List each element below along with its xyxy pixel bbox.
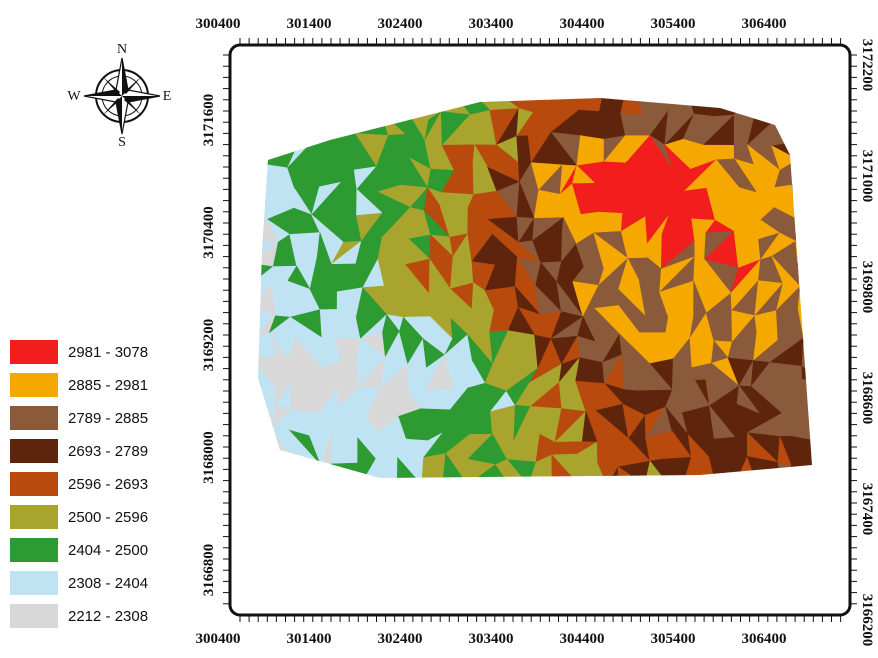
legend-label: 2981 - 3078 bbox=[68, 344, 148, 361]
compass-south: S bbox=[118, 135, 126, 150]
map-figure: N S W E 300400 300400 301400 301400 302400 30… bbox=[0, 0, 878, 658]
legend-label: 2500 - 2596 bbox=[68, 509, 148, 526]
x-tick-label-bottom: 305400 bbox=[651, 631, 696, 647]
legend-label: 2885 - 2981 bbox=[68, 377, 148, 394]
compass-east: E bbox=[163, 89, 172, 104]
y-tick-label-right: 3167400 bbox=[859, 483, 875, 536]
legend-swatch bbox=[10, 472, 58, 496]
legend-swatch bbox=[10, 571, 58, 595]
legend-swatch bbox=[10, 340, 58, 364]
legend-label: 2789 - 2885 bbox=[68, 410, 148, 427]
legend-swatch bbox=[10, 604, 58, 628]
compass-north: N bbox=[117, 42, 127, 57]
x-tick-label-top: 300400 bbox=[196, 16, 241, 32]
compass-west: W bbox=[67, 89, 81, 104]
page: {"map": { "x_ticks": [300400, 301400, 30… bbox=[0, 0, 878, 658]
y-tick-label-right: 3171000 bbox=[859, 150, 875, 203]
x-tick-label-bottom: 303400 bbox=[469, 631, 514, 647]
x-tick-label-top: 304400 bbox=[560, 16, 605, 32]
compass-rose bbox=[84, 58, 160, 134]
legend-swatch bbox=[10, 373, 58, 397]
legend-label: 2404 - 2500 bbox=[68, 542, 148, 559]
legend-swatch bbox=[10, 538, 58, 562]
x-tick-label-top: 303400 bbox=[469, 16, 514, 32]
x-tick-label-top: 305400 bbox=[651, 16, 696, 32]
y-tick-label-left: 3171600 bbox=[201, 94, 217, 147]
legend-label: 2596 - 2693 bbox=[68, 476, 148, 493]
y-tick-label-left: 3170400 bbox=[201, 206, 217, 259]
x-tick-label-bottom: 301400 bbox=[287, 631, 332, 647]
legend-swatch bbox=[10, 439, 58, 463]
x-tick-label-bottom: 300400 bbox=[196, 631, 241, 647]
legend-swatch bbox=[10, 406, 58, 430]
terrain bbox=[250, 90, 820, 485]
x-tick-label-bottom: 306400 bbox=[742, 631, 787, 647]
x-tick-label-bottom: 302400 bbox=[378, 631, 423, 647]
y-tick-label-left: 3166800 bbox=[201, 544, 217, 597]
y-tick-label-right: 3169800 bbox=[859, 261, 875, 314]
legend-label: 2212 - 2308 bbox=[68, 608, 148, 625]
legend-label: 2693 - 2789 bbox=[68, 443, 148, 460]
legend-swatch bbox=[10, 505, 58, 529]
y-tick-label-left: 3169200 bbox=[201, 319, 217, 372]
x-tick-label-top: 302400 bbox=[378, 16, 423, 32]
y-tick-label-left: 3168000 bbox=[201, 431, 217, 484]
y-tick-label-right: 3166200 bbox=[859, 594, 875, 647]
y-tick-label-right: 3172200 bbox=[859, 39, 875, 92]
y-tick-label-right: 3168600 bbox=[859, 372, 875, 425]
x-tick-label-top: 301400 bbox=[287, 16, 332, 32]
x-tick-label-bottom: 304400 bbox=[560, 631, 605, 647]
x-tick-label-top: 306400 bbox=[742, 16, 787, 32]
legend-label: 2308 - 2404 bbox=[68, 575, 148, 592]
